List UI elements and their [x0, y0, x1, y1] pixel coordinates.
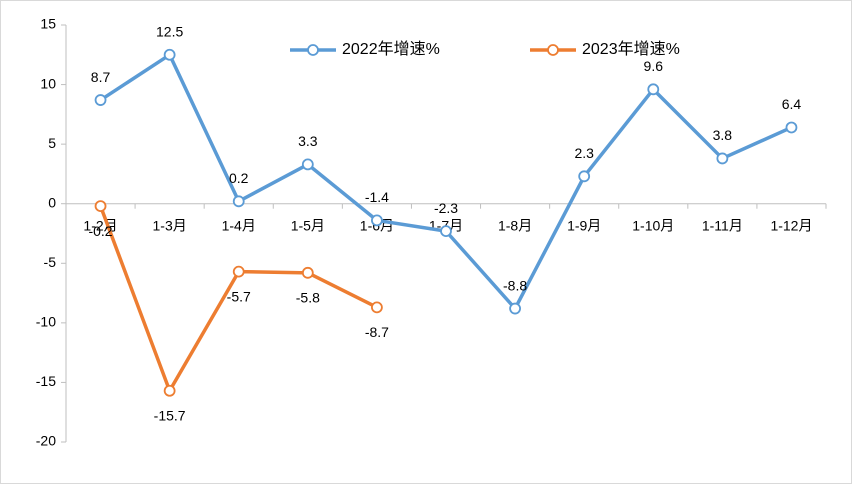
data-point: [94, 94, 107, 106]
legend-label: 2022年增速%: [342, 40, 440, 58]
y-tick-label: -10: [36, 314, 56, 330]
x-tick-label: 1-9月: [567, 217, 601, 233]
data-label: 6.4: [782, 96, 802, 112]
y-tick-label: 15: [40, 16, 56, 32]
data-point: [371, 214, 383, 227]
x-tick-label: 1-5月: [291, 217, 325, 233]
data-label: -15.7: [154, 407, 186, 423]
data-label: 3.3: [298, 133, 318, 149]
data-point: [232, 195, 245, 208]
data-label: 9.6: [644, 58, 664, 74]
data-point: [301, 158, 314, 171]
x-tick-label: 1-11月: [702, 217, 743, 233]
y-tick-label: -20: [36, 433, 56, 449]
y-tick-label: 0: [48, 194, 56, 210]
x-tick-label: 1-4月: [222, 217, 256, 233]
legend-marker: [547, 44, 559, 56]
y-tick-label: 10: [40, 75, 56, 91]
data-point: [163, 384, 176, 397]
data-point: [440, 225, 452, 238]
legend-marker: [307, 44, 319, 56]
data-label: 0.2: [229, 170, 249, 186]
data-point: [94, 200, 107, 212]
data-label: 12.5: [156, 23, 183, 39]
data-label: -8.7: [365, 324, 389, 340]
data-point: [232, 265, 245, 278]
data-point: [163, 48, 176, 61]
data-point: [301, 266, 314, 279]
data-point: [509, 302, 521, 315]
data-point: [785, 121, 798, 134]
data-label: -5.8: [296, 290, 320, 306]
data-label: -8.8: [503, 277, 527, 293]
legend-label: 2023年增速%: [582, 40, 680, 58]
y-tick-label: -5: [44, 254, 57, 270]
x-tick-label: 1-12月: [770, 217, 812, 233]
data-point: [578, 170, 591, 183]
y-tick-label: 5: [48, 135, 56, 151]
data-label: -1.4: [365, 189, 389, 205]
data-label: -5.7: [227, 288, 251, 304]
data-label: -2.3: [434, 200, 458, 216]
data-label: 3.8: [713, 127, 733, 143]
data-point: [716, 152, 729, 165]
data-point: [371, 301, 383, 314]
x-tick-label: 1-10月: [632, 217, 674, 233]
data-label: 2.3: [574, 145, 594, 161]
x-tick-label: 1-8月: [498, 217, 532, 233]
data-label: -0.2: [88, 223, 112, 239]
x-tick-label: 1-3月: [153, 217, 187, 233]
y-tick-label: -15: [36, 373, 56, 389]
data-label: 8.7: [91, 69, 111, 85]
data-point: [647, 83, 660, 96]
